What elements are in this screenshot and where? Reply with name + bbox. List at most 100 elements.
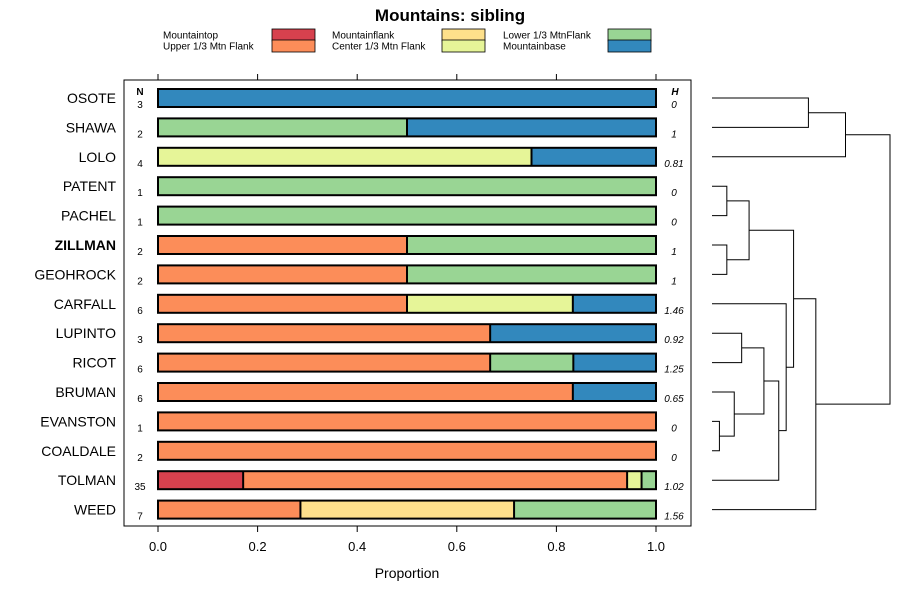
bar-row: GEOHROCK 2 1 xyxy=(34,264,677,287)
bar-segment xyxy=(531,147,656,166)
bar-segment xyxy=(407,294,573,313)
dendrogram-link xyxy=(712,97,809,128)
bar-segment xyxy=(514,500,656,519)
bar-outline xyxy=(157,411,657,432)
row-h-value: 0 xyxy=(671,453,677,464)
bar-outline xyxy=(157,382,657,402)
bar-segment xyxy=(641,471,656,490)
bar-segment xyxy=(158,353,491,372)
row-label: GEOHROCK xyxy=(34,266,116,282)
bar-row: PATENT 1 0 xyxy=(63,176,677,199)
x-axis-label: Proportion xyxy=(375,565,440,581)
dendrogram-link xyxy=(734,347,765,415)
row-n-value: 6 xyxy=(137,365,143,376)
row-label: COALDALE xyxy=(41,443,116,459)
bar-segment xyxy=(158,206,656,225)
x-tick-label: 0.0 xyxy=(149,539,167,554)
dendrogram-link xyxy=(815,134,891,405)
dendrogram-link xyxy=(712,332,743,364)
x-tick-label: 0.4 xyxy=(348,539,366,554)
bar-row: ZILLMAN 2 1 xyxy=(55,235,677,258)
row-h-value: 1.02 xyxy=(664,482,684,493)
dendrogram-link xyxy=(749,229,795,368)
row-h-value: 0.92 xyxy=(664,335,684,346)
bar-segment xyxy=(407,236,656,254)
legend-label: Center 1/3 Mtn Flank xyxy=(332,42,426,53)
bar-segment xyxy=(572,294,656,313)
row-label: PACHEL xyxy=(61,208,116,224)
legend-label: Mountainflank xyxy=(332,31,395,42)
bar-segment xyxy=(407,118,656,137)
bar-row: SHAWA 2 1 xyxy=(66,117,677,140)
row-label: BRUMAN xyxy=(55,384,116,400)
legend-swatch xyxy=(607,39,652,53)
bar-row: RICOT 6 1.25 xyxy=(72,352,684,376)
row-label: ZILLMAN xyxy=(55,237,116,253)
row-n-value: 1 xyxy=(137,423,143,434)
bar-segment xyxy=(407,265,656,284)
bar-row: PACHEL 1 0 xyxy=(61,205,677,229)
bar-outline xyxy=(157,264,657,285)
legend-swatch xyxy=(271,28,316,42)
legend-label: Mountaintop xyxy=(163,31,218,42)
row-label: TOLMAN xyxy=(58,472,116,488)
chart-title: Mountains: sibling xyxy=(375,6,525,25)
legend-label: Lower 1/3 MtnFlank xyxy=(503,31,592,42)
row-label: LUPINTO xyxy=(56,325,117,341)
row-label: WEED xyxy=(74,502,116,518)
x-tick-label: 0.6 xyxy=(448,539,466,554)
row-label: CARFALL xyxy=(54,296,116,312)
row-n-value: 35 xyxy=(134,482,146,493)
bar-segment xyxy=(158,500,301,519)
dendrogram-link xyxy=(712,391,735,437)
bar-segment xyxy=(158,265,407,284)
bar-segment xyxy=(158,412,656,431)
bar-segment xyxy=(158,324,491,343)
bar-row: LUPINTO 3 0.92 xyxy=(56,323,684,346)
bar-segment xyxy=(243,471,628,490)
bar-outline xyxy=(157,323,657,344)
row-n-value: 2 xyxy=(137,453,143,464)
bar-row: OSOTE 3 0 xyxy=(67,88,677,111)
row-label: OSOTE xyxy=(67,90,116,106)
row-n-value: 4 xyxy=(137,159,143,170)
legend-swatch xyxy=(607,28,652,42)
bar-outline xyxy=(157,176,657,197)
dendrogram-link xyxy=(712,380,780,481)
row-h-value: 1 xyxy=(671,247,677,258)
bar-outline xyxy=(157,117,657,138)
bar-segment xyxy=(158,177,656,196)
row-n-value: 6 xyxy=(137,306,143,317)
bar-segment xyxy=(158,236,407,254)
bar-outline xyxy=(157,88,657,108)
row-h-value: 0.81 xyxy=(664,159,683,170)
top-axis-ticks xyxy=(157,74,657,80)
dendrogram-link xyxy=(712,185,728,217)
bar-segment xyxy=(158,383,573,401)
bar-outline xyxy=(157,352,657,373)
row-h-value: 1.56 xyxy=(664,512,684,523)
row-n-value: 2 xyxy=(137,247,143,258)
dendrogram-link xyxy=(712,112,846,158)
row-label: PATENT xyxy=(63,178,117,194)
x-axis: 0.0 0.2 0.4 0.6 0.8 1.0 xyxy=(149,526,665,554)
row-h-value: 0 xyxy=(671,188,677,199)
bar-segment xyxy=(158,89,656,107)
bar-segment xyxy=(573,353,656,372)
bar-row: BRUMAN 6 0.65 xyxy=(55,382,684,405)
bar-outline xyxy=(157,146,657,167)
row-n-value: 7 xyxy=(137,512,143,523)
bar-row: WEED 7 1.56 xyxy=(74,499,684,523)
legend-label: Mountainbase xyxy=(503,42,566,53)
bar-segment xyxy=(572,383,656,401)
row-n-value: 1 xyxy=(137,218,143,229)
bar-segment xyxy=(158,294,407,313)
bar-outline xyxy=(157,235,657,255)
dendrogram-link xyxy=(712,420,720,452)
row-h-value: 0 xyxy=(671,100,677,111)
bar-outline xyxy=(157,499,657,520)
bar-row: EVANSTON 1 0 xyxy=(40,411,677,434)
row-n-value: 1 xyxy=(137,188,143,199)
row-n-value: 2 xyxy=(137,129,143,140)
row-n-value: 6 xyxy=(137,394,143,405)
